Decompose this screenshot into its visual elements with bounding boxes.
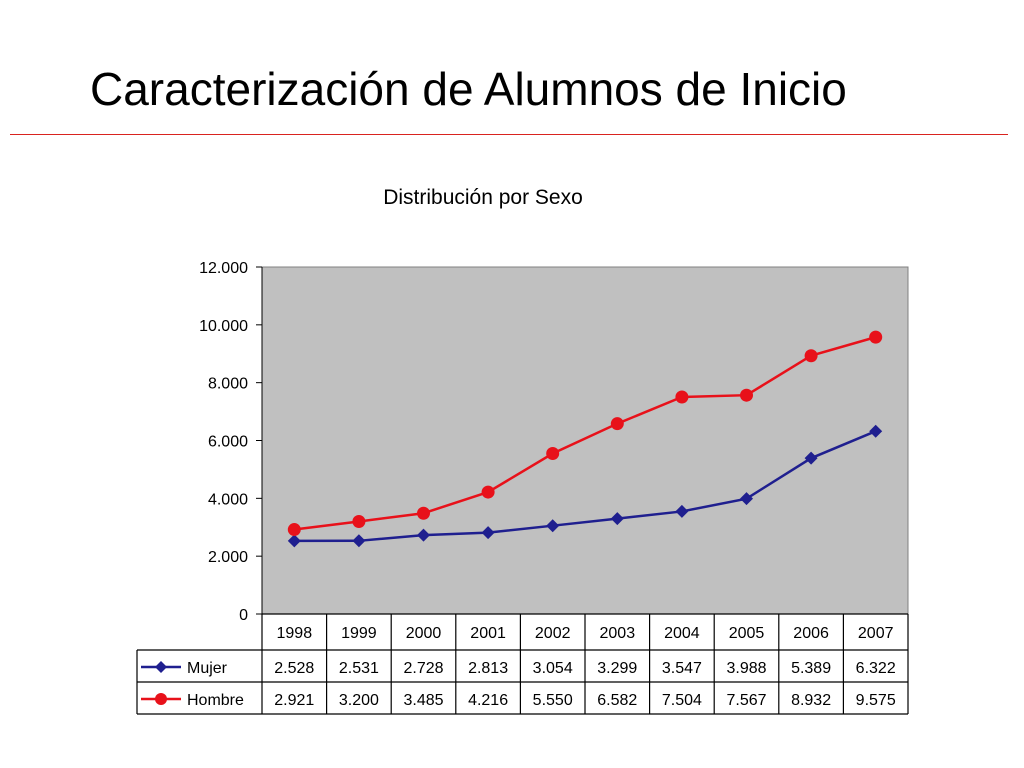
- data-point: [675, 390, 689, 404]
- slide-title: Caracterización de Alumnos de Inicio: [90, 63, 847, 115]
- x-tick-label: 1999: [341, 625, 377, 642]
- data-point: [352, 534, 366, 548]
- data-table: 1998 1999 2000 2001 2002 2003 2004 2005 2006 2007…: [136, 613, 909, 715]
- title-divider: [10, 134, 1008, 135]
- x-tick-label: 2003: [600, 625, 636, 642]
- table-cell-value: 2.813: [468, 660, 508, 677]
- data-point: [804, 349, 818, 363]
- data-point: [287, 523, 301, 537]
- data-point: [352, 514, 366, 528]
- data-point: [481, 526, 495, 540]
- y-tick-label: 0: [239, 607, 248, 624]
- data-point: [546, 519, 560, 533]
- x-tick-label: 2004: [664, 625, 700, 642]
- series-mujer: [287, 424, 883, 548]
- legend-key-hombre: [141, 693, 181, 705]
- y-tick-label: 10.000: [199, 318, 248, 335]
- table-cell-value: 2.921: [274, 692, 314, 709]
- x-tick-label: 2000: [406, 625, 442, 642]
- y-tick-label: 12.000: [199, 260, 248, 277]
- x-tick-label: 2002: [535, 625, 571, 642]
- x-tick-label: 1998: [277, 625, 313, 642]
- legend-label: Hombre: [187, 692, 244, 709]
- table-cell-value: 2.531: [339, 660, 379, 677]
- table-cell-value: 3.988: [726, 660, 766, 677]
- table-cell-value: 7.504: [662, 692, 702, 709]
- table-cell-value: 3.547: [662, 660, 702, 677]
- table-cell-value: 3.054: [533, 660, 573, 677]
- plot-area: [261, 266, 909, 615]
- chart-title: Distribución por Sexo: [383, 186, 583, 209]
- series-layer: [287, 330, 883, 548]
- x-tick-label: 2006: [793, 625, 829, 642]
- table-cell-value: 4.216: [468, 692, 508, 709]
- series-line: [294, 430, 877, 543]
- table-cell-value: 8.932: [791, 692, 831, 709]
- data-point: [287, 534, 301, 548]
- table-cell-value: 2.528: [274, 660, 314, 677]
- table-cell-value: 5.550: [533, 692, 573, 709]
- series-hombre: [287, 330, 883, 537]
- y-tick-label: 4.000: [208, 491, 248, 508]
- y-tick-label: 2.000: [208, 549, 248, 566]
- x-tick-label: 2005: [729, 625, 765, 642]
- table-cell-value: 6.582: [597, 692, 637, 709]
- data-point: [804, 451, 818, 465]
- table-cell-value: 2.728: [403, 660, 443, 677]
- data-point: [740, 492, 753, 506]
- x-tick-label: 2007: [858, 625, 894, 642]
- legend-label: Mujer: [187, 660, 228, 677]
- data-point: [417, 506, 430, 520]
- table-cell-value: 9.575: [856, 692, 896, 709]
- data-point: [869, 330, 883, 344]
- data-point: [610, 417, 624, 431]
- data-point: [546, 447, 560, 461]
- data-point: [417, 528, 430, 542]
- data-point: [740, 388, 753, 402]
- y-tick-label: 6.000: [208, 434, 248, 451]
- table-cell-value: 3.485: [403, 692, 443, 709]
- data-point: [869, 424, 883, 438]
- y-tick-label: 8.000: [208, 376, 248, 393]
- table-cell-value: 6.322: [856, 660, 896, 677]
- table-cell-value: 3.200: [339, 692, 379, 709]
- table-cell-value: 3.299: [597, 660, 637, 677]
- y-axis: 0 2.000 4.000 6.000 8.000 10.000 12.000: [199, 260, 263, 624]
- series-line: [294, 335, 877, 531]
- legend-key-mujer: [141, 661, 181, 673]
- table-cell-value: 5.389: [791, 660, 831, 677]
- x-tick-label: 2001: [470, 625, 506, 642]
- data-point: [481, 485, 495, 499]
- data-point: [675, 504, 689, 518]
- table-cell-value: 7.567: [726, 692, 766, 709]
- data-point: [610, 512, 624, 526]
